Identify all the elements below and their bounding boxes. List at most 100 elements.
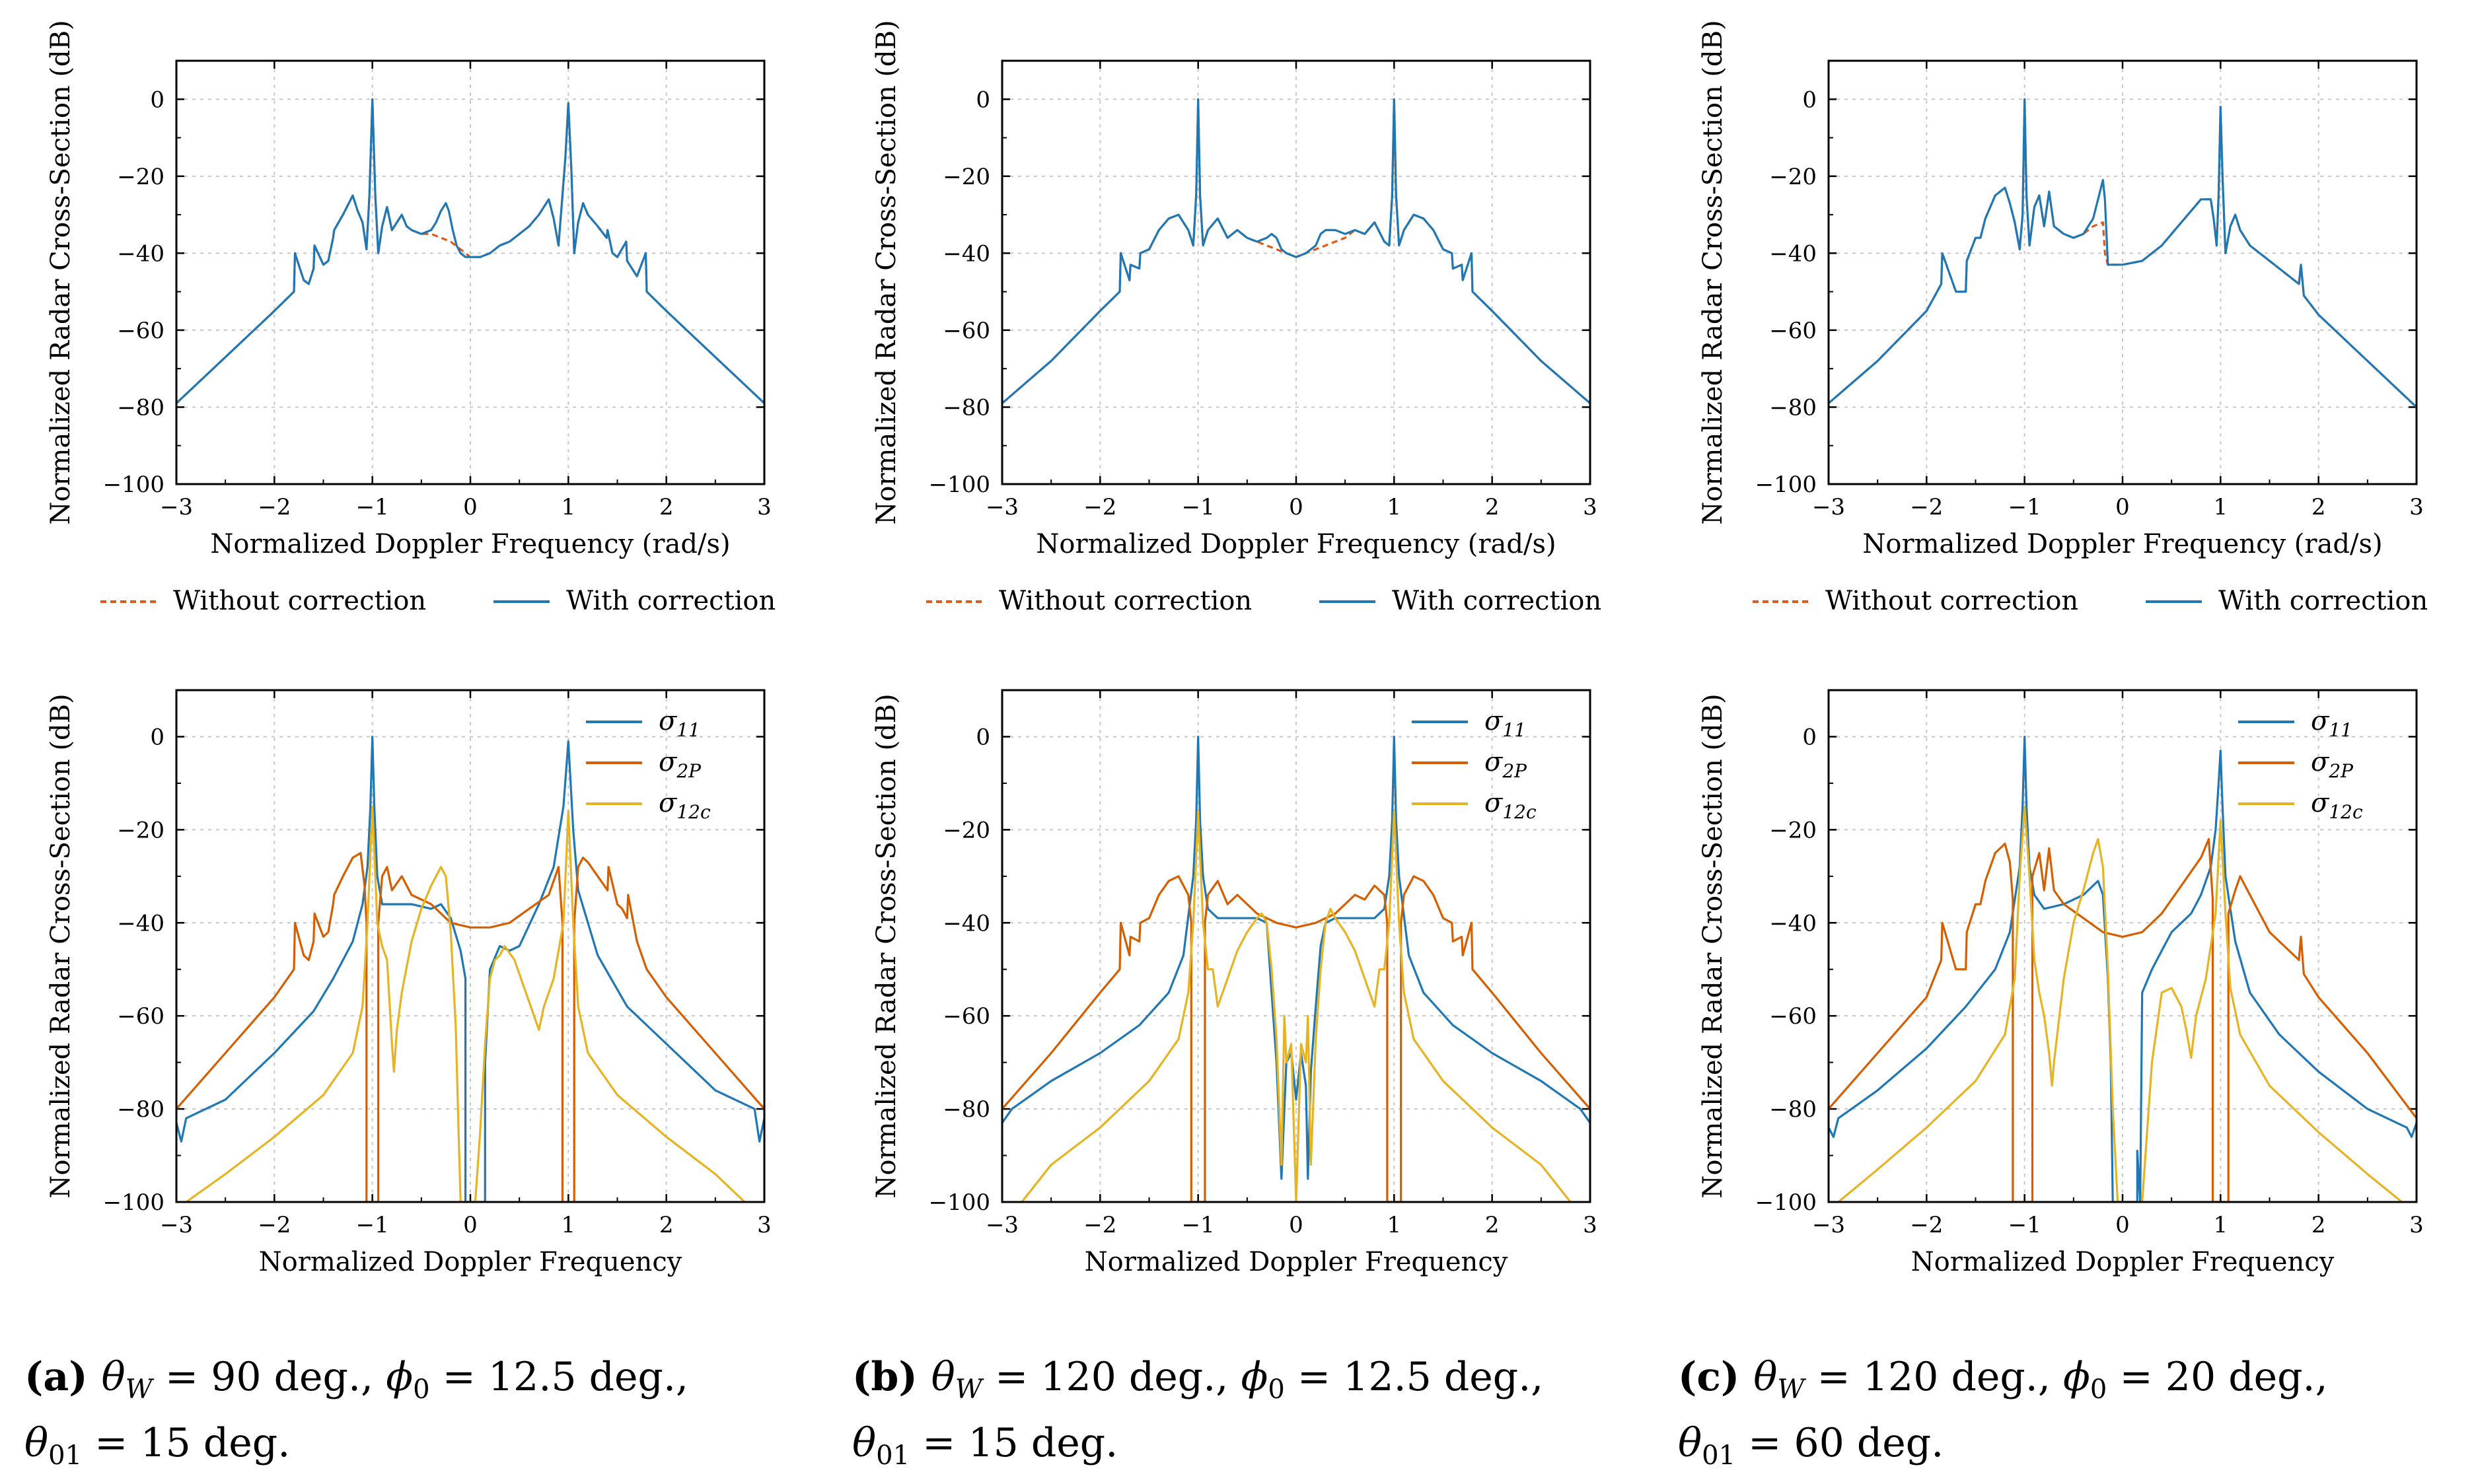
legend-label: σ12c — [659, 788, 711, 823]
y-axis-label: Normalized Radar Cross-Section (dB) — [871, 693, 902, 1198]
caption-sub-0: 0 — [2090, 1374, 2107, 1405]
panel-a-bottom: −3 −2 −1 0 1 2 3 0 −20 −40 −60 −80 −100 Normalized Do… — [46, 689, 772, 1277]
caption-line-1: (b) θW = 120 deg., ϕ0 = 12.5 deg., — [852, 1354, 1543, 1405]
legend-sigma: σ — [2311, 706, 2330, 736]
series-line-sigma-12c — [185, 805, 746, 1202]
x-tick-label: 2 — [2311, 494, 2326, 520]
x-tick-label: 2 — [1485, 494, 1500, 520]
x-tick-label: −2 — [258, 494, 291, 520]
x-tick-label: −2 — [1910, 1212, 1943, 1238]
caption-theta-w: θ — [1753, 1354, 1777, 1400]
x-tick-label: −3 — [1812, 494, 1845, 520]
legend-subscript: 11 — [2329, 719, 2352, 741]
caption-c: (c) θW = 120 deg., ϕ0 = 20 deg.,θ01 = 60… — [1678, 1354, 2328, 1471]
caption-phi: ϕ — [386, 1354, 413, 1400]
legend-subscript: 12c — [1502, 801, 1537, 823]
legend-label-with: With correction — [1392, 586, 1601, 616]
caption-line-1: (a) θW = 90 deg., ϕ0 = 12.5 deg., — [24, 1354, 688, 1405]
x-axis-label: Normalized Doppler Frequency (rad/s) — [1862, 529, 2382, 559]
legend-sigma: σ — [1484, 706, 1504, 736]
legend-sigma: σ — [2311, 747, 2330, 777]
plot-frame — [1827, 59, 2418, 485]
caption-a: (a) θW = 90 deg., ϕ0 = 12.5 deg.,θ01 = 1… — [24, 1354, 688, 1471]
y-tick-label: −80 — [117, 1096, 164, 1123]
legend-label: σ2P — [659, 747, 702, 782]
series-group — [1002, 735, 1590, 1202]
panel-a-top: −3 −2 −1 0 1 2 3 0 −20 −40 −60 −80 −100 Normalized Do… — [46, 20, 776, 616]
y-tick-label: −20 — [117, 817, 164, 843]
x-tick-label: −1 — [1182, 494, 1215, 520]
plot-frame — [175, 689, 766, 1203]
legend-sigma: σ — [659, 747, 678, 777]
x-tick-label: −3 — [160, 1212, 193, 1238]
y-axis-label: Normalized Radar Cross-Section (dB) — [46, 693, 76, 1198]
y-tick-label: −20 — [117, 164, 164, 190]
series-line-sigma-11 — [1829, 735, 2417, 1202]
x-tick-label: −2 — [1083, 1212, 1116, 1238]
legend-subscript: 2P — [2328, 760, 2354, 782]
series-group — [1002, 98, 1590, 404]
x-tick-label: 0 — [1289, 1212, 1303, 1238]
plot-frame — [175, 59, 766, 485]
y-tick-label: −60 — [117, 1003, 164, 1030]
legend-sigma: σ — [2311, 788, 2330, 818]
y-tick-label: −80 — [117, 394, 164, 421]
x-tick-label: 3 — [2409, 494, 2424, 520]
legend-sigma: σ — [659, 706, 678, 736]
legend: Without correction With correction — [1753, 586, 2428, 616]
y-tick-label: −80 — [1769, 1096, 1817, 1123]
x-tick-label: 2 — [1485, 1212, 1500, 1238]
caption-eq2: = 12.5 deg., — [430, 1354, 689, 1400]
x-tick-label: −3 — [986, 1212, 1019, 1238]
caption-sub-0: 0 — [413, 1374, 429, 1405]
x-tick-label: −2 — [1910, 494, 1943, 520]
series-line-with-correction — [1829, 98, 2417, 408]
caption-eq1: = 120 deg., — [1804, 1354, 2063, 1400]
x-tick-label: 2 — [659, 1212, 674, 1238]
caption-eq3: = 15 deg. — [910, 1420, 1118, 1466]
legend-subscript: 12c — [2329, 801, 2363, 823]
caption-sub-01: 01 — [48, 1440, 82, 1471]
y-tick-label: −20 — [1769, 164, 1817, 190]
series-line-sigma-12c — [1837, 805, 2403, 1202]
x-tick-label: 0 — [463, 494, 478, 520]
y-tick-label: −80 — [943, 1096, 990, 1123]
y-tick-label: 0 — [1802, 87, 1817, 113]
legend-label-with: With correction — [566, 586, 776, 616]
legend-label: σ2P — [1484, 747, 1527, 782]
plot-frame — [1827, 689, 2418, 1203]
series-group — [176, 735, 764, 1202]
x-tick-label: 0 — [2115, 494, 2130, 520]
caption-b: (b) θW = 120 deg., ϕ0 = 12.5 deg.,θ01 = … — [852, 1354, 1543, 1471]
y-tick-label: 0 — [150, 87, 164, 113]
caption-sub-w: W — [1777, 1374, 1806, 1405]
y-tick-label: −100 — [1755, 472, 1817, 498]
caption-line-2: θ01 = 60 deg. — [1678, 1420, 1944, 1471]
caption-sub-w: W — [955, 1374, 984, 1405]
legend-subscript: 2P — [676, 760, 702, 782]
series-line-sigma-2p — [1002, 875, 1590, 1202]
series-group — [1829, 735, 2417, 1202]
y-axis-label: Normalized Radar Cross-Section (dB) — [1698, 20, 1728, 524]
y-tick-label: −40 — [1769, 240, 1817, 267]
x-tick-label: −1 — [356, 494, 389, 520]
series-line-sigma-11 — [1002, 735, 1590, 1180]
x-tick-label: 0 — [1289, 494, 1303, 520]
x-axis-label: Normalized Doppler Frequency (rad/s) — [210, 529, 730, 559]
y-tick-label: −20 — [943, 817, 990, 843]
x-tick-label: −1 — [1182, 1212, 1215, 1238]
y-tick-label: −60 — [943, 318, 990, 344]
x-tick-label: 3 — [757, 1212, 772, 1238]
y-tick-label: −20 — [1769, 817, 1817, 843]
x-tick-label: −3 — [986, 494, 1019, 520]
x-tick-label: −1 — [2008, 1212, 2041, 1238]
caption-eq2: = 12.5 deg., — [1285, 1354, 1544, 1400]
x-tick-label: −1 — [356, 1212, 389, 1238]
y-tick-label: 0 — [150, 724, 164, 750]
y-tick-label: −60 — [1769, 318, 1817, 344]
caption-eq1: = 90 deg., — [153, 1354, 386, 1400]
caption-label: (a) — [24, 1354, 102, 1400]
x-tick-label: 3 — [1583, 494, 1597, 520]
y-tick-label: −40 — [117, 240, 164, 267]
